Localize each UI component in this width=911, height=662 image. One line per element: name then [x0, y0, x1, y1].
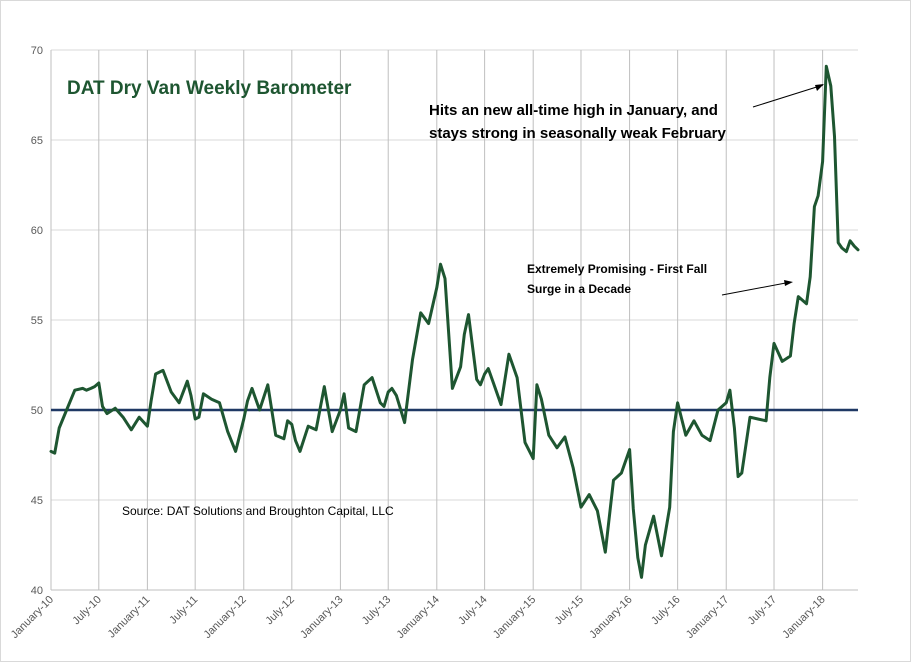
annotation-arrow-2 [721, 281, 792, 296]
annotation-all-time-high-line-2: stays strong in seasonally weak February [429, 125, 726, 142]
x-tick-label: July-16 [649, 594, 683, 628]
y-tick-label: 40 [31, 585, 43, 597]
x-tick-label: January-10 [9, 594, 56, 641]
y-tick-label: 65 [31, 135, 43, 147]
x-tick-label: July-17 [746, 594, 780, 628]
annotation-arrowhead-2 [784, 280, 793, 286]
annotation-arrowhead-1 [815, 84, 824, 91]
x-tick-label: July-12 [263, 594, 297, 628]
x-tick-label: January-12 [201, 594, 248, 641]
y-tick-label: 55 [31, 315, 43, 327]
y-tick-label: 50 [31, 405, 43, 417]
annotation-fall-surge-line-2: Surge in a Decade [527, 282, 631, 296]
x-tick-label: January-15 [491, 594, 538, 641]
y-tick-label: 45 [31, 495, 43, 507]
chart-title: DAT Dry Van Weekly Barometer [67, 78, 352, 99]
x-tick-label: January-17 [684, 594, 731, 641]
x-tick-label: January-16 [587, 594, 634, 641]
y-axis-tick-labels: 40 45 50 55 60 65 70 [31, 45, 43, 597]
annotation-arrow-1 [752, 84, 824, 108]
y-tick-label: 70 [31, 45, 43, 57]
source-note: Source: DAT Solutions and Broughton Capi… [122, 504, 394, 518]
x-tick-label: July-11 [167, 594, 200, 627]
x-tick-label: January-18 [780, 594, 827, 641]
x-axis-tick-labels: January-10 July-10 January-11 July-11 Januar… [9, 594, 828, 641]
annotation-all-time-high-line-1: Hits an new all-time high in January, an… [429, 102, 718, 119]
y-tick-label: 60 [31, 225, 43, 237]
series-line [49, 64, 860, 579]
gridlines [50, 49, 858, 591]
x-tick-label: January-11 [106, 594, 153, 641]
x-tick-label: January-13 [298, 594, 345, 641]
annotation-fall-surge-line-1: Extremely Promising - First Fall [527, 262, 707, 276]
x-tick-label: July-15 [553, 594, 587, 628]
x-tick-label: July-13 [360, 594, 394, 628]
x-tick-label: January-14 [395, 594, 442, 641]
x-tick-label: July-14 [456, 594, 490, 628]
x-tick-label: July-10 [70, 594, 104, 628]
